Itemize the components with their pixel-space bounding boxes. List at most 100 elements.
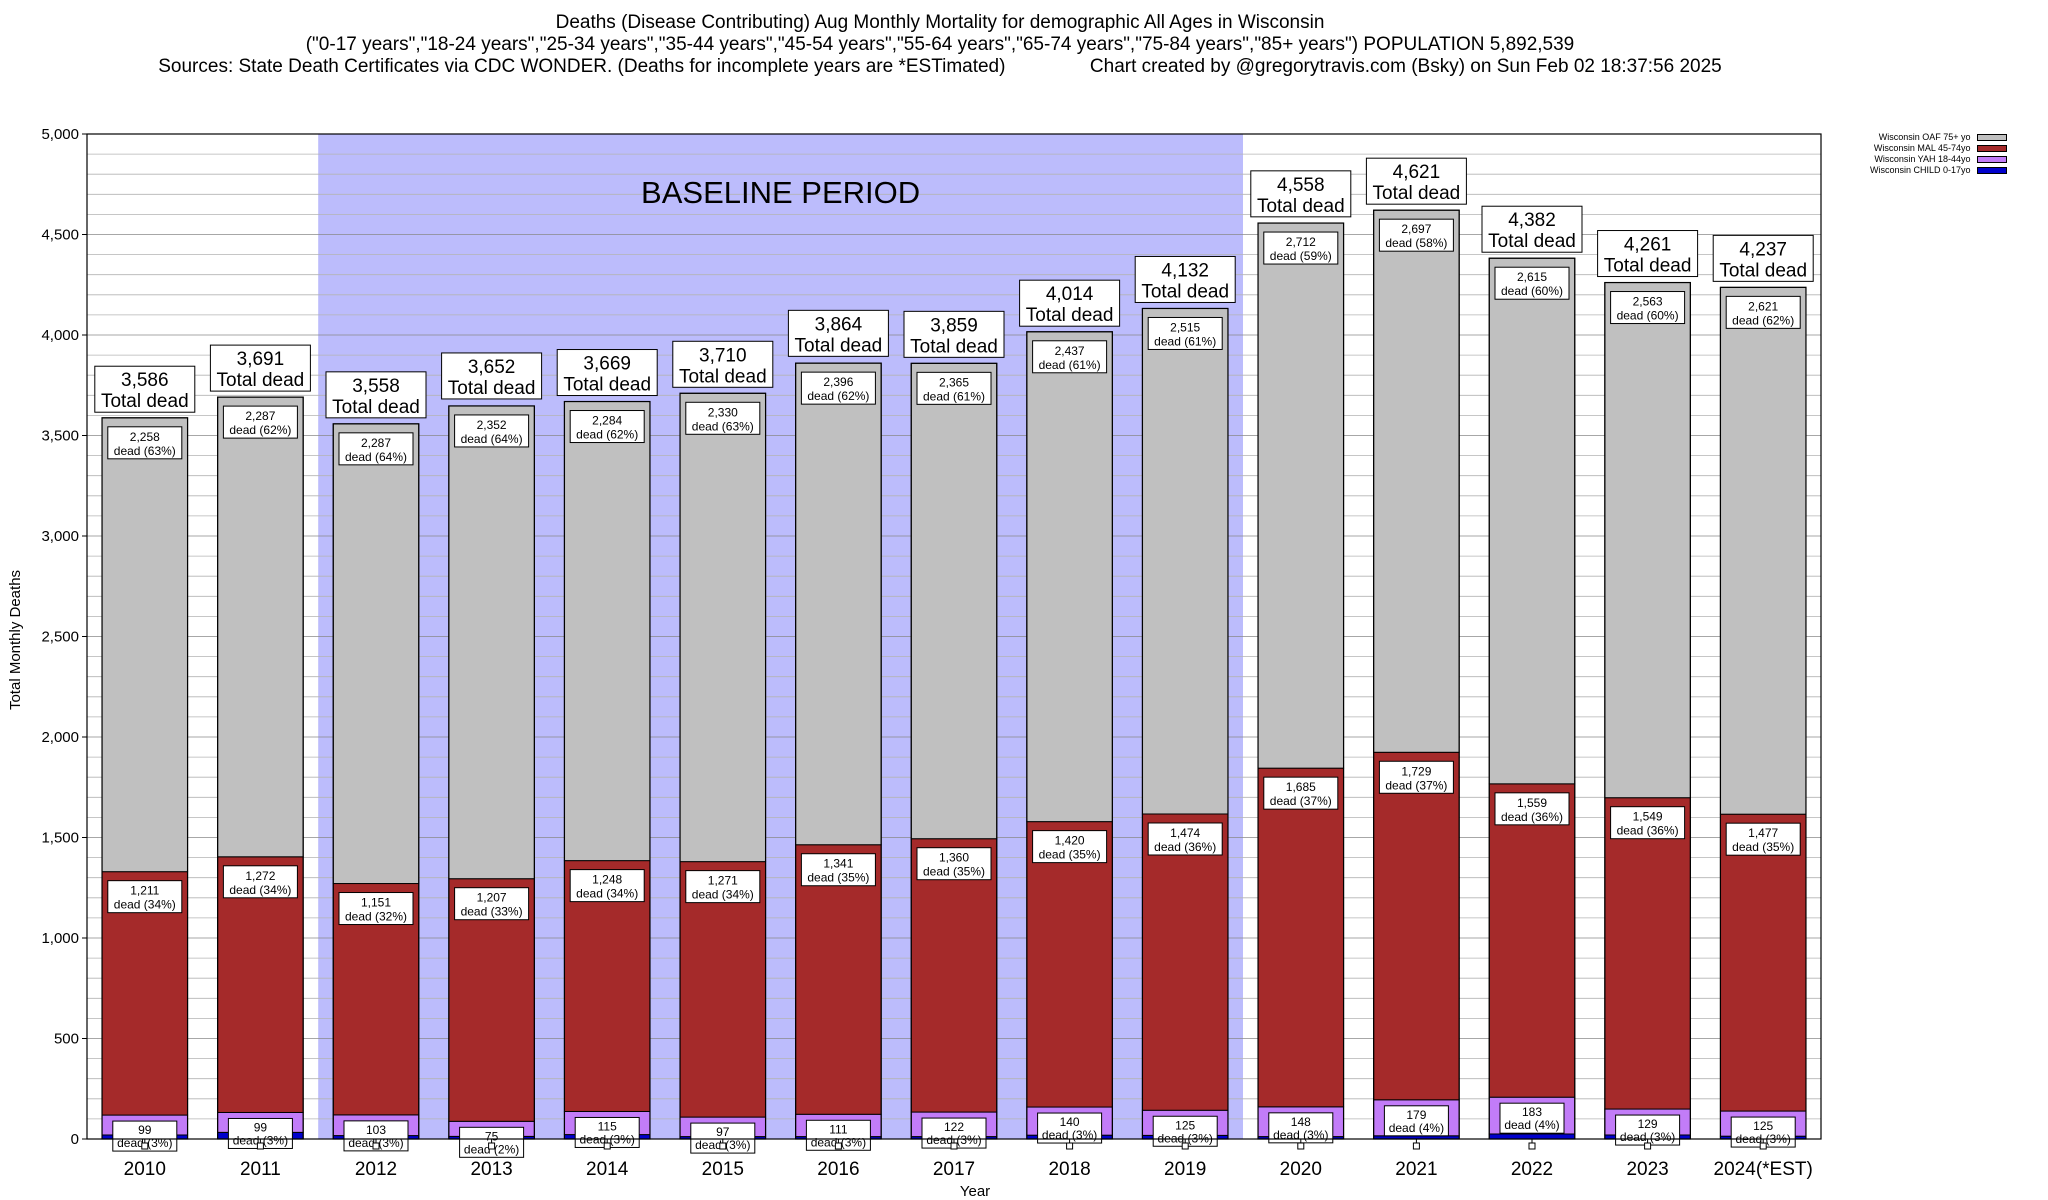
segment-value-label: 2,712 [1286,235,1316,249]
legend-item-oaf: Wisconsin OAF 75+ yo [1870,132,2007,143]
legend-item-child: Wisconsin CHILD 0-17yo [1870,165,2007,176]
x-tick-label: 2018 [1048,1159,1090,1180]
total-value-label: 3,558 [352,376,400,397]
total-suffix-label: Total dead [1488,231,1576,252]
child-series-marker [834,1142,842,1150]
segment-value-label: 99 [138,1123,152,1137]
child-series-marker [1066,1142,1074,1150]
segment-percent-label: dead (32%) [345,910,407,924]
chart-legend: Wisconsin OAF 75+ yo Wisconsin MAL 45-74… [1870,132,2007,176]
bar-segment [795,844,882,1115]
total-label-box [209,344,311,392]
bar-segment [1026,821,1113,1108]
bar-segment [1257,767,1345,1108]
segment-label-box [107,880,183,914]
bar-segment [1373,751,1460,1101]
total-value-label: 4,237 [1739,239,1787,260]
segment-value-label: 2,621 [1748,299,1778,313]
legend-swatch [1976,156,2007,163]
total-suffix-label: Total dead [1026,305,1114,326]
segment-label-box [685,870,761,904]
segment-value-label: 2,697 [1401,222,1431,236]
x-tick-label: 2015 [702,1159,744,1180]
segment-percent-label: dead (34%) [114,898,176,912]
segment-value-label: 1,477 [1748,826,1778,840]
segment-label-box [1610,291,1686,325]
segment-value-label: 2,396 [823,375,853,389]
segment-value-label: 129 [1638,1117,1658,1131]
segment-label-box [1263,231,1339,265]
x-tick-label: 2016 [817,1159,859,1180]
segment-value-label: 183 [1522,1105,1542,1119]
segment-label-box [1383,1105,1449,1137]
segment-value-label: 2,615 [1517,270,1547,284]
segment-percent-label: dead (37%) [1270,794,1332,808]
segment-label-box [800,371,876,405]
segment-label-box [222,865,298,899]
y-tick-label: 3,500 [41,428,79,445]
bar-segment [1604,797,1691,1110]
child-series-marker [719,1142,727,1150]
segment-value-label: 1,729 [1401,764,1431,778]
segment-label-box [1725,295,1801,329]
total-label-box [556,349,658,397]
total-suffix-label: Total dead [448,378,536,399]
segment-value-label: 140 [1060,1115,1080,1129]
total-value-label: 4,621 [1393,162,1441,183]
child-series-marker [1528,1142,1536,1150]
legend-item-yah: Wisconsin YAH 18-44yo [1870,154,2007,165]
baseline-period-label: BASELINE PERIOD [641,175,920,210]
bar-segment [332,423,420,885]
segment-value-label: 103 [366,1123,386,1137]
x-tick-label: 2013 [470,1159,512,1180]
segment-value-label: 1,559 [1517,796,1547,810]
child-series-marker [256,1142,264,1150]
total-suffix-label: Total dead [101,391,189,412]
segment-percent-label: dead (61%) [923,389,985,403]
total-value-label: 3,586 [121,370,169,391]
segment-value-label: 1,549 [1633,810,1663,824]
total-suffix-label: Total dead [1257,196,1345,217]
bar-segment [1373,209,1460,753]
y-tick-label: 0 [71,1131,79,1148]
segment-value-label: 115 [598,1119,617,1133]
total-label-box [1597,230,1699,278]
legend-swatch [1976,134,2007,141]
segment-value-label: 179 [1406,1108,1426,1122]
total-label-box [903,310,1005,358]
segment-value-label: 2,352 [477,418,507,432]
segment-value-label: 2,365 [939,375,969,389]
bar-segment [101,417,189,873]
segment-percent-label: dead (37%) [1385,778,1447,792]
chart-subtitle-age-groups: ("0-17 years","18-24 years","25-34 years… [305,34,1575,55]
segment-percent-label: dead (34%) [576,887,638,901]
segment-label-box [1032,340,1108,374]
total-label-box [94,365,196,413]
bar-segment [679,392,767,863]
segment-value-label: 1,151 [361,896,391,910]
legend-label: Wisconsin MAL 45-74yo [1873,143,1971,153]
total-label-box [787,309,889,357]
segment-value-label: 122 [944,1120,964,1134]
x-tick-label: 2021 [1395,1159,1437,1180]
y-axis-label: Total Monthly Deaths [7,570,24,710]
total-value-label: 3,859 [930,315,978,336]
segment-value-label: 1,211 [130,884,159,898]
total-value-label: 3,669 [583,354,631,375]
total-value-label: 4,132 [1161,260,1209,281]
segment-percent-label: dead (33%) [461,905,523,919]
legend-label: Wisconsin YAH 18-44yo [1874,154,1971,164]
segment-value-label: 125 [1175,1118,1195,1132]
legend-label: Wisconsin CHILD 0-17yo [1870,165,1971,175]
segment-label-box [338,432,414,466]
segment-value-label: 2,287 [245,409,275,423]
segment-percent-label: dead (36%) [1617,824,1679,838]
bar-segment [563,401,651,862]
total-value-label: 4,382 [1508,210,1556,231]
child-series-marker [141,1142,149,1150]
x-tick-label: 2014 [586,1159,629,1180]
segment-label-box [1032,830,1108,864]
segment-label-box [1725,822,1801,856]
bar-segment [1488,783,1576,1098]
child-series-marker [1759,1142,1767,1150]
